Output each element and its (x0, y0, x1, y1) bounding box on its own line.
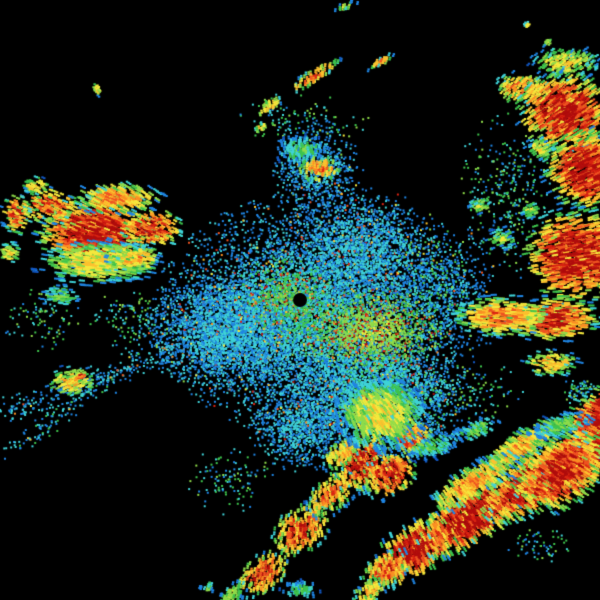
radar-viewport (0, 0, 600, 600)
radar-reflectivity-image (0, 0, 600, 600)
